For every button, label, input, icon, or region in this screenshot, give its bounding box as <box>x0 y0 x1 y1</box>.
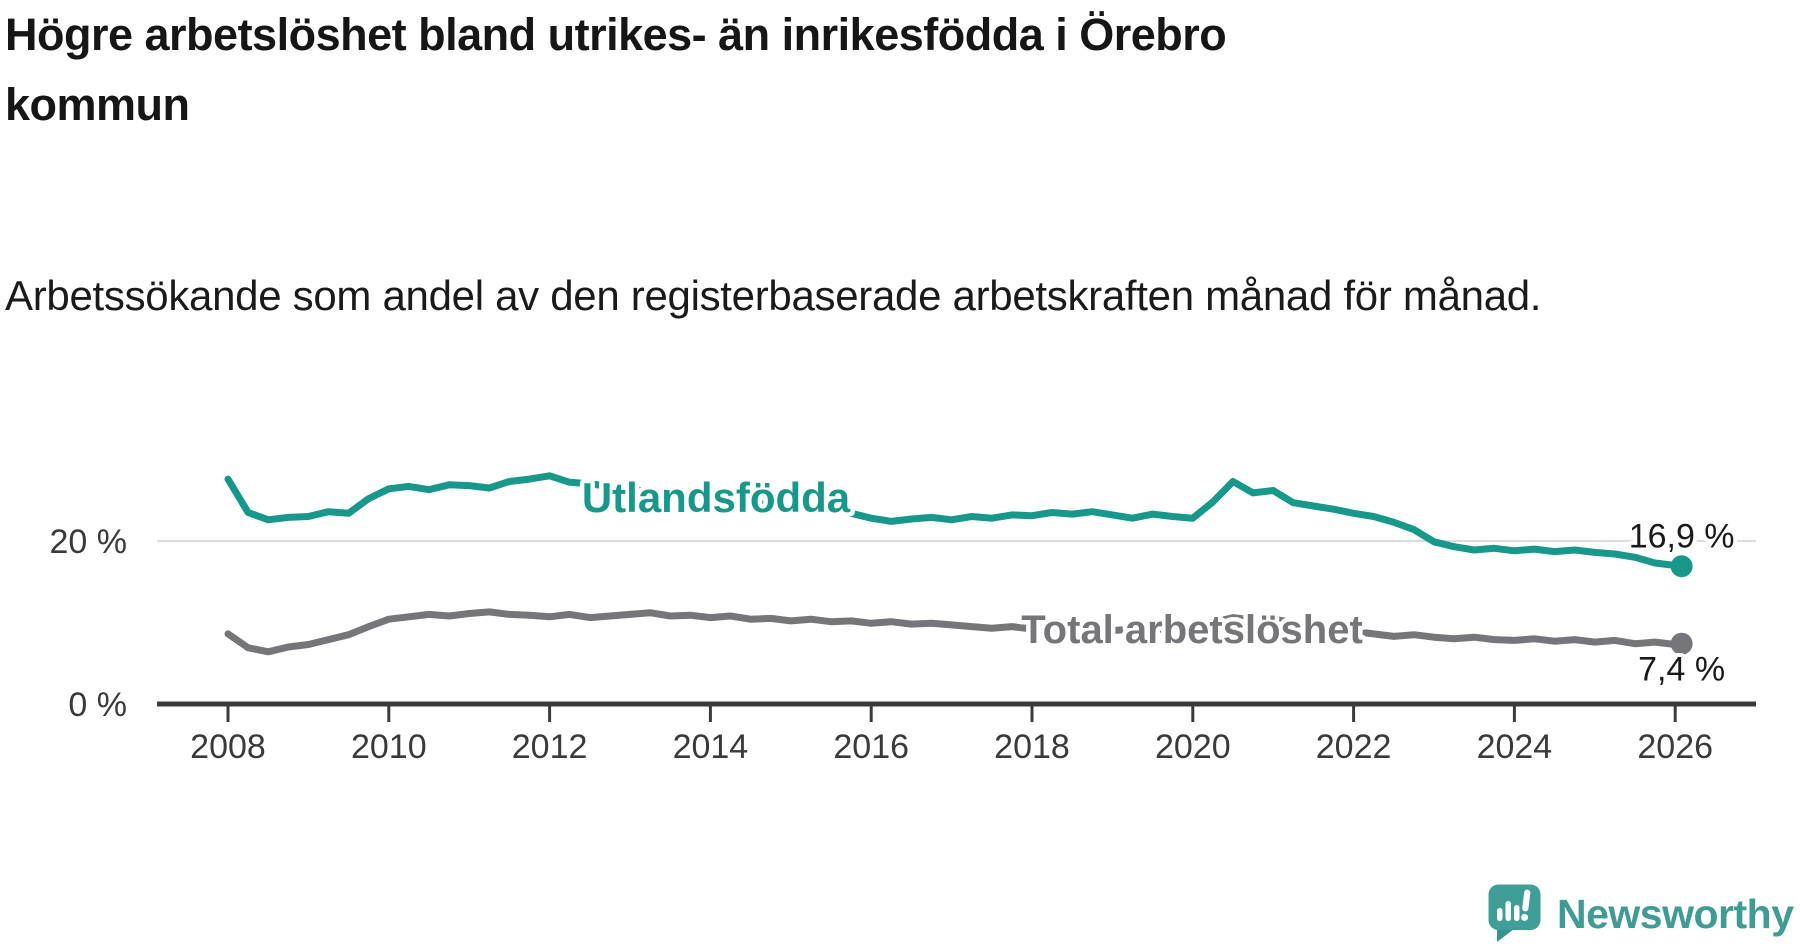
newsworthy-wordmark: Newsworthy <box>1557 890 1794 937</box>
series-end-value-label: 7,4 % <box>1638 651 1725 689</box>
logo-bar-3 <box>1514 905 1520 921</box>
logo-exclamation-icon <box>1521 889 1531 921</box>
x-axis-tick-label: 2022 <box>1316 728 1392 766</box>
y-axis-tick-label: 0 % <box>68 686 127 724</box>
x-axis-tick-label: 2024 <box>1477 728 1553 766</box>
x-axis-tick-label: 2008 <box>190 728 266 766</box>
series-end-dot <box>1670 555 1693 578</box>
x-axis-tick-label: 2018 <box>994 728 1070 766</box>
series-inline-label: Utlandsfödda <box>582 474 851 521</box>
x-axis-tick-label: 2016 <box>833 728 909 766</box>
x-axis-tick-label: 2010 <box>351 728 427 766</box>
x-axis-tick-label: 2020 <box>1155 728 1231 766</box>
newsworthy-logo-icon <box>1488 884 1541 942</box>
chart-title: Högre arbetslöshet bland utrikes- än inr… <box>5 9 1227 130</box>
chart-subtitle: Arbetssökande som andel av den registerb… <box>5 272 1542 319</box>
series-end-dot <box>1670 632 1693 655</box>
series-line-utlandsfodda <box>224 472 1686 570</box>
newsworthy-brand: Newsworthy <box>1488 884 1794 944</box>
x-axis-tick-label: 2012 <box>512 728 588 766</box>
series-line-total <box>224 608 1686 656</box>
logo-bar-1 <box>1497 908 1503 921</box>
series-end-value-label: 16,9 % <box>1629 517 1735 555</box>
y-axis-tick-label: 20 % <box>50 523 128 561</box>
series-inline-label: Total arbetslöshet <box>1021 608 1363 652</box>
x-axis-tick-label: 2014 <box>673 728 749 766</box>
x-axis-tick-label: 2026 <box>1637 728 1713 766</box>
logo-bar-2 <box>1505 901 1511 921</box>
